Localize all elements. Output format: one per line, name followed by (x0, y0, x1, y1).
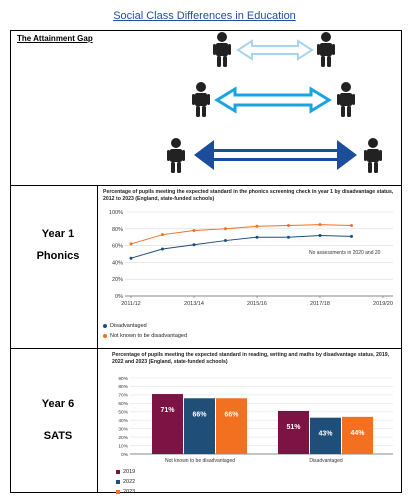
data-point (255, 224, 259, 228)
line-legend-disadvantaged: Disadvantaged (103, 323, 147, 329)
y-tick-label: 50% (118, 410, 128, 416)
phonics-label: Phonics (36, 250, 80, 262)
line-chart-title: Percentage of pupils meeting the expecte… (103, 189, 394, 202)
y-tick-label: 30% (118, 426, 128, 432)
bar-value-label: 71% (160, 407, 175, 414)
data-point (224, 239, 227, 243)
series-line-1 (130, 224, 352, 245)
x-tick-label: 2017/18 (310, 301, 330, 307)
bar (152, 394, 183, 454)
sats-bar-chart: 0% 10% 20% 30% 40% 50% 60% 70% 80% 90% 71% 66% 66% No… (118, 376, 393, 464)
bar-legend-2019: 2019 (116, 469, 135, 475)
section-divider-2 (10, 348, 402, 349)
bar (278, 410, 309, 454)
page-title: Social Class Differences in Education (113, 10, 296, 22)
year1-label: Year 1 (41, 228, 75, 240)
y-tick-label: 80% (118, 384, 128, 390)
data-point (318, 223, 322, 227)
y-tick-label: 40% (112, 260, 123, 266)
data-point (350, 223, 353, 227)
y-tick-label: 20% (118, 435, 128, 441)
y-tick-label: 40% (118, 418, 128, 424)
bar-legend-2023: 2023 (116, 489, 135, 495)
data-point (318, 234, 322, 238)
x-tick-label: 2011/12 (121, 301, 140, 307)
legend-marker (103, 333, 107, 338)
legend-marker (103, 323, 107, 328)
data-point (255, 235, 259, 239)
x-tick-label: 2019/20 (373, 301, 393, 307)
data-point (129, 242, 133, 246)
data-point (287, 223, 290, 227)
bar-value-label: 66% (192, 411, 207, 418)
y-tick-label: 100% (109, 210, 123, 216)
y-tick-label: 0% (121, 452, 129, 458)
year6-label: Year 6 (41, 398, 75, 410)
data-point (224, 227, 227, 231)
legend-marker (116, 469, 120, 474)
data-point (192, 228, 196, 232)
bar (184, 398, 215, 454)
bar (216, 398, 247, 454)
line-legend-not-disadvantaged: Not known to be disadvantaged (103, 333, 187, 339)
bar-value-label: 44% (350, 430, 365, 437)
legend-marker (116, 489, 120, 494)
data-point (161, 233, 164, 237)
sats-label: SATS (43, 430, 73, 442)
y-tick-label: 60% (112, 244, 123, 250)
data-point (287, 235, 290, 239)
chart-annotation: No assessments in 2020 and 20 (309, 250, 381, 256)
bar-value-label: 43% (318, 431, 333, 438)
section-divider-1 (10, 185, 402, 186)
y-tick-label: 80% (112, 227, 123, 233)
category-label: Not known to be disadvantaged (165, 458, 235, 464)
bar (310, 417, 341, 454)
phonics-line-chart: 0% 20% 40% 60% 80% 100% 2011/12 2013/14 2015/16 2… (109, 210, 393, 307)
data-point (192, 243, 196, 247)
y-tick-label: 20% (112, 277, 123, 283)
bar-value-label: 51% (286, 424, 301, 431)
bar-chart-title: Percentage of pupils meeting the expecte… (112, 352, 390, 365)
attainment-gap-label: The Attainment Gap (17, 34, 93, 43)
column-divider (97, 185, 98, 493)
data-point (350, 234, 353, 238)
y-tick-label: 60% (118, 401, 128, 407)
y-tick-label: 0% (115, 294, 123, 300)
bar-value-label: 66% (224, 411, 239, 418)
x-tick-label: 2013/14 (184, 301, 204, 307)
y-tick-label: 10% (118, 443, 128, 449)
y-tick-label: 90% (118, 376, 128, 382)
legend-marker (116, 479, 120, 484)
data-point (129, 256, 133, 260)
content-frame (10, 30, 402, 493)
x-tick-label: 2015/16 (247, 301, 267, 307)
data-point (161, 247, 164, 251)
category-label: Disadvantaged (309, 458, 343, 464)
series-line-0 (130, 235, 352, 259)
bar-legend-2022: 2022 (116, 479, 135, 485)
y-tick-label: 70% (118, 393, 128, 399)
bar (342, 416, 373, 454)
